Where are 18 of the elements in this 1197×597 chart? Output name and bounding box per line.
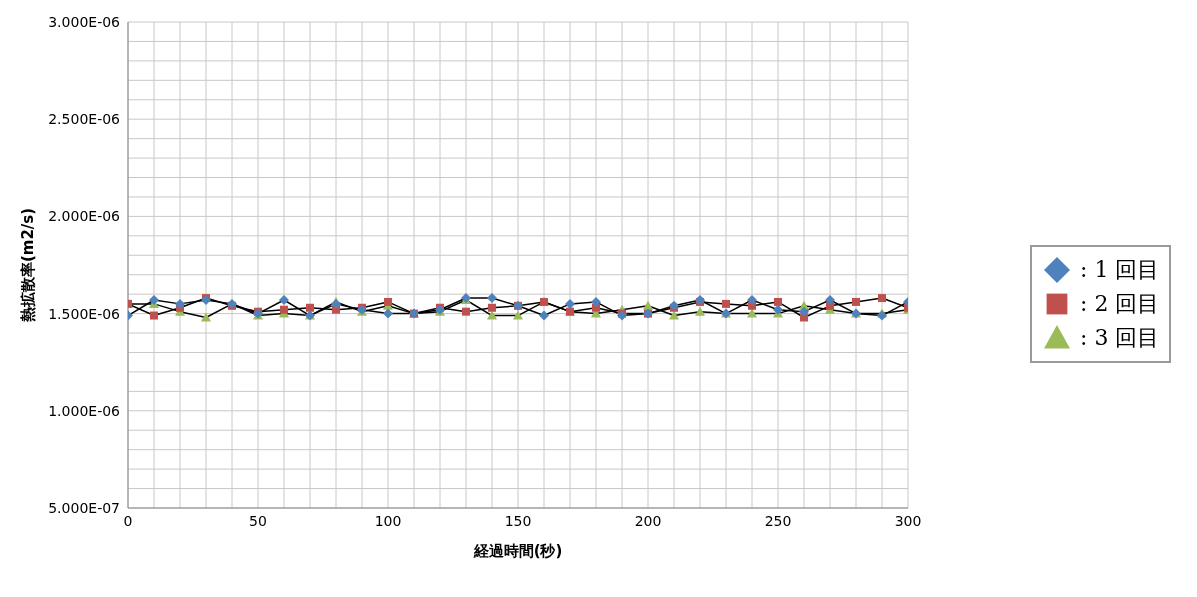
legend-label: : 2 回目 bbox=[1080, 290, 1160, 318]
y-tick-label: 2.500E-06 bbox=[48, 111, 121, 128]
y-tick-label: 3.000E-06 bbox=[48, 13, 121, 30]
x-tick-label: 150 bbox=[504, 512, 532, 529]
x-tick-label: 300 bbox=[894, 512, 922, 529]
x-tick-label: 0 bbox=[123, 512, 133, 529]
y-tick-label: 5.000E-07 bbox=[48, 499, 120, 516]
legend-label: : 1 回目 bbox=[1080, 256, 1160, 284]
x-tick-label: 50 bbox=[249, 512, 267, 529]
y-tick-label: 1.000E-06 bbox=[48, 402, 121, 419]
x-tick-label: 200 bbox=[634, 512, 662, 529]
y-tick-label: 1.500E-06 bbox=[48, 305, 121, 322]
legend-label: : 3 回目 bbox=[1080, 324, 1160, 352]
x-tick-label: 250 bbox=[764, 512, 792, 529]
y-axis-title: 熱拡散率(m2/s) bbox=[19, 207, 38, 324]
x-axis-title: 経過時間(秒) bbox=[472, 542, 563, 560]
y-tick-label: 2.000E-06 bbox=[48, 208, 121, 225]
x-tick-label: 100 bbox=[374, 512, 402, 529]
